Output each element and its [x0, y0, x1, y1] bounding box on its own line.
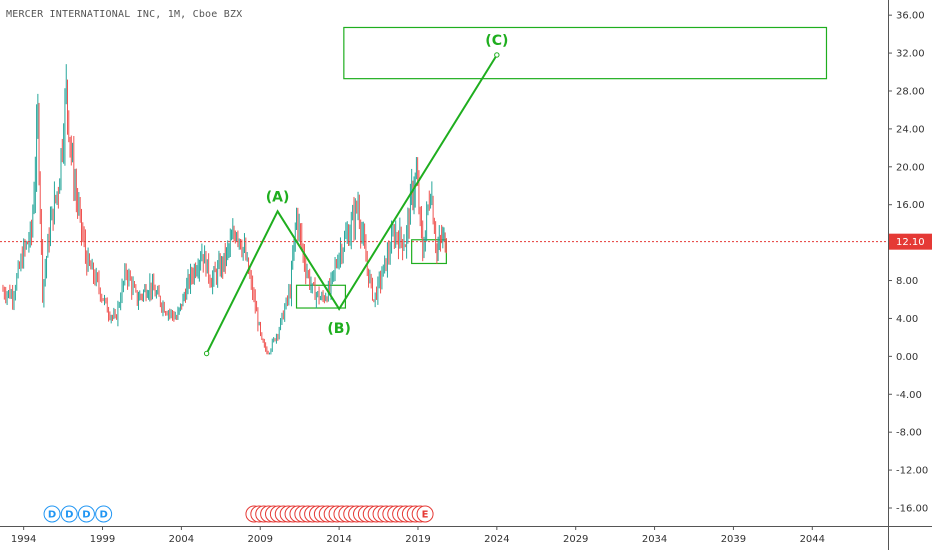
y-tick-label: 32.00	[896, 49, 925, 60]
wave-label-a: (A)	[266, 189, 290, 205]
x-tick-label: 2004	[169, 534, 194, 545]
current-zone-box	[411, 239, 447, 265]
y-tick-label: 16.00	[896, 200, 925, 211]
earnings-badge-circle	[416, 505, 434, 523]
b-zone-box	[295, 284, 347, 309]
dividend-badge-circle	[77, 505, 95, 523]
wave-label-b: (B)	[327, 321, 350, 337]
earnings-marker: E	[416, 505, 434, 523]
dividend-badge-circle	[43, 505, 61, 523]
y-tick-label: 20.00	[896, 162, 925, 173]
x-tick-label: 2029	[563, 534, 588, 545]
y-tick-label: 8.00	[896, 276, 918, 287]
price-axis-panel	[888, 0, 932, 550]
dividend-badge-label: D	[65, 510, 73, 521]
y-tick-label: 0.00	[896, 352, 918, 363]
last-price-label: 12.10	[896, 237, 925, 248]
y-tick-label: 36.00	[896, 11, 925, 22]
y-tick-label: 28.00	[896, 86, 925, 97]
x-tick-label: 2019	[405, 534, 430, 545]
last-price-tag	[889, 233, 932, 250]
y-tick-label: -16.00	[896, 503, 928, 514]
y-tick-label: -8.00	[896, 428, 922, 439]
x-tick-label: 2034	[642, 534, 667, 545]
x-tick-label: 1999	[90, 534, 115, 545]
dividend-badge-circle	[95, 505, 113, 523]
earnings-badge-label: E	[422, 510, 429, 521]
dividend-marker: D	[43, 505, 61, 523]
dividend-marker: D	[95, 505, 113, 523]
dividend-badge-label: D	[82, 510, 90, 521]
y-tick-label: -12.00	[896, 466, 928, 477]
y-tick-label: 24.00	[896, 124, 925, 135]
x-tick-label: 2009	[248, 534, 273, 545]
x-tick-label: 2044	[800, 534, 825, 545]
x-tick-label: 2014	[326, 534, 351, 545]
dividend-marker: D	[77, 505, 95, 523]
elliott-wave-line	[205, 54, 498, 354]
dividend-marker: D	[60, 505, 78, 523]
x-tick-label: 1994	[11, 534, 36, 545]
dividend-badge-label: D	[48, 510, 56, 521]
wave-label-c: (C)	[485, 33, 508, 49]
dividend-badge-circle	[60, 505, 78, 523]
ohlc-bars	[2, 64, 447, 355]
chart-title: MERCER INTERNATIONAL INC, 1M, Cboe BZX	[6, 9, 243, 20]
x-tick-label: 2039	[721, 534, 746, 545]
target-zone-box	[343, 26, 828, 80]
y-tick-label: -4.00	[896, 390, 922, 401]
dividend-badge-label: D	[99, 510, 107, 521]
wave-endpoint	[494, 52, 500, 58]
y-tick-label: 4.00	[896, 314, 918, 325]
x-tick-label: 2024	[484, 534, 509, 545]
wave-endpoint	[203, 350, 210, 357]
